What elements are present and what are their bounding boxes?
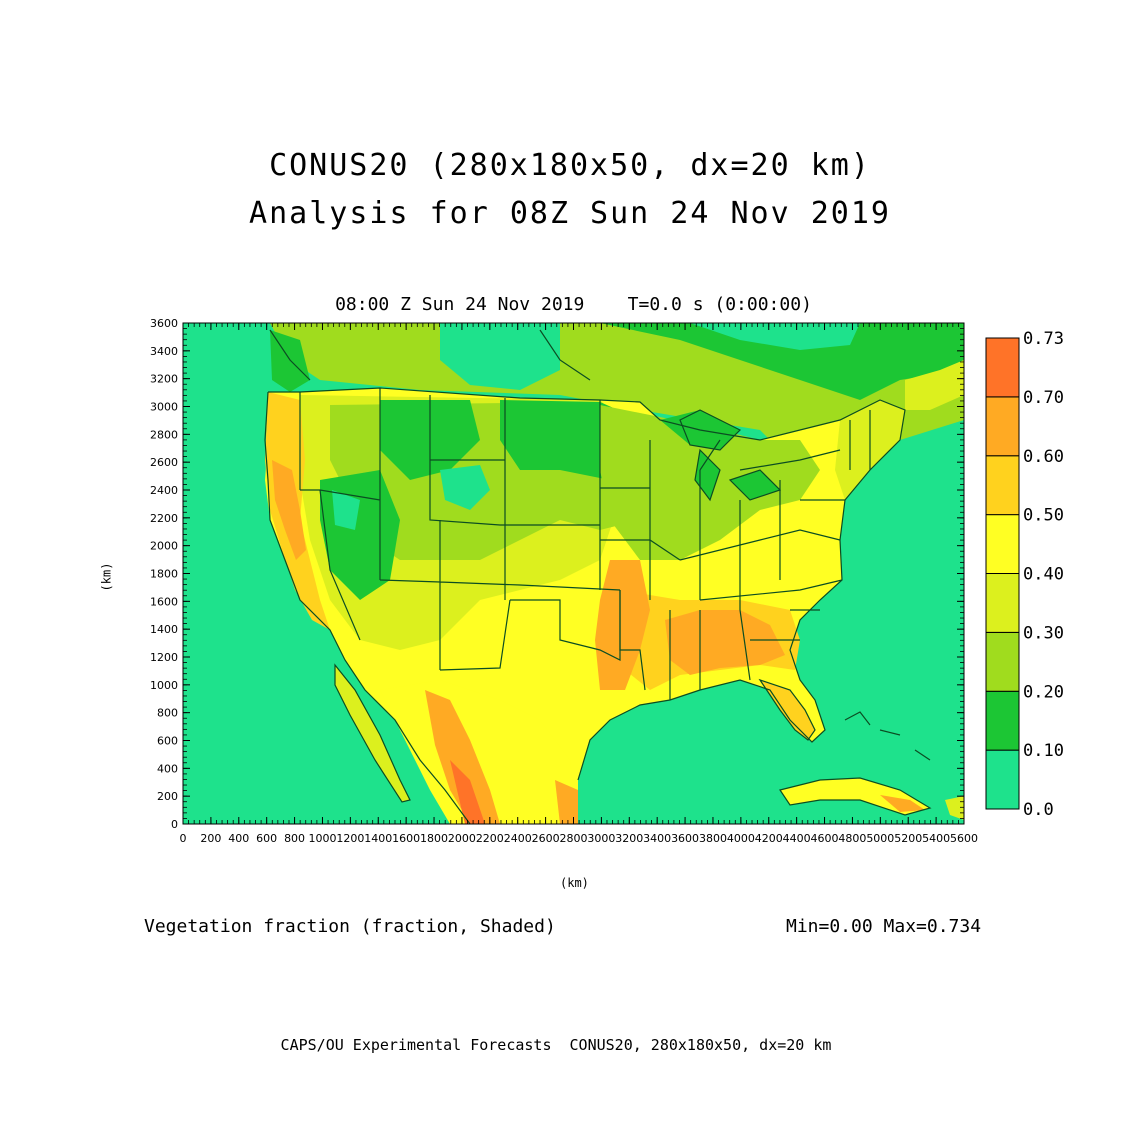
wyoming-teal [440, 465, 490, 510]
mexico-region [380, 680, 578, 824]
colorbar-swatch [985, 514, 1020, 574]
y-tick-label: 3000 [150, 401, 178, 414]
y-tick-label: 1000 [150, 679, 178, 692]
x-tick-label: 800 [284, 832, 305, 845]
colorbar-label: 0.50 [1023, 506, 1064, 526]
y-tick-label: 600 [157, 735, 178, 748]
state-boundaries [264, 387, 906, 824]
x-tick-label: 3800 [699, 832, 727, 845]
y-tick-label: 2600 [150, 456, 178, 469]
x-tick-label: 4200 [755, 832, 783, 845]
y-tick-label: 1600 [150, 595, 178, 608]
y-tick-label: 3400 [150, 345, 178, 358]
x-tick-label: 2000 [448, 832, 476, 845]
analysis-title: Analysis for 08Z Sun 24 Nov 2019 [249, 196, 891, 231]
mexico-east-orange [555, 780, 578, 824]
x-tick-label: 5600 [950, 832, 978, 845]
colorbar-label: 0.73 [1023, 329, 1064, 349]
x-axis-label: (km) [560, 876, 589, 890]
cuba [780, 778, 930, 815]
minor-ticks [182, 322, 965, 825]
colorbar-swatch [985, 455, 1020, 516]
colorbar-swatch [985, 573, 1020, 633]
colorbar: 0.0 0.10 0.20 0.30 0.40 0.50 0.60 0.70 0.73 [985, 329, 1064, 820]
canada-teal-east [690, 323, 860, 350]
y-tick-label: 1400 [150, 623, 178, 636]
x-tick-label: 0 [180, 832, 187, 845]
x-tick-label: 2400 [504, 832, 532, 845]
y-tick-label: 2200 [150, 512, 178, 525]
y-tick-label: 3200 [150, 373, 178, 386]
cuba-orange [880, 795, 925, 812]
nevada-teal [332, 490, 360, 530]
x-tick-label: 4800 [838, 832, 866, 845]
x-tick-label: 3600 [671, 832, 699, 845]
mexico-sierra-orange [425, 690, 500, 824]
x-tick-label: 5000 [866, 832, 894, 845]
x-tick-label: 3000 [587, 832, 615, 845]
colorbar-label: 0.0 [1023, 800, 1054, 820]
y-tick-label: 1200 [150, 651, 178, 664]
x-tick-label: 1000 [308, 832, 336, 845]
y-tick-label: 3600 [150, 317, 178, 330]
california-orange [272, 460, 306, 560]
main-title: CONUS20 (280x180x50, dx=20 km) [269, 148, 871, 183]
canada-dark-region [600, 323, 964, 400]
y-tick-label: 2800 [150, 428, 178, 441]
x-tick-label: 4400 [783, 832, 811, 845]
x-tick-label: 4000 [727, 832, 755, 845]
colorbar-swatch [985, 631, 1020, 692]
colorbar-label: 0.10 [1023, 741, 1064, 761]
min-max-label: Min=0.00 Max=0.734 [786, 916, 982, 937]
footer-credit: CAPS/OU Experimental Forecasts CONUS20, … [280, 1036, 832, 1054]
x-tick-label: 2800 [560, 832, 588, 845]
hispaniola [945, 796, 964, 820]
x-tick-label: 4600 [811, 832, 839, 845]
mexico-sierra-red [450, 760, 485, 824]
x-tick-label: 200 [200, 832, 221, 845]
lakes-water [660, 410, 780, 500]
map-field [183, 323, 964, 824]
x-tick-label: 5400 [922, 832, 950, 845]
x-tick-label: 1200 [336, 832, 364, 845]
y-tick-label: 800 [157, 707, 178, 720]
x-tick-label: 2200 [476, 832, 504, 845]
x-tick-label: 2600 [532, 832, 560, 845]
x-tick-label: 5200 [894, 832, 922, 845]
y-tick-label: 2000 [150, 540, 178, 553]
x-tick-label: 400 [228, 832, 249, 845]
variable-label: Vegetation fraction (fraction, Shaded) [144, 916, 556, 937]
valid-time-subtitle: 08:00 Z Sun 24 Nov 2019 T=0.0 s (0:00:00… [335, 294, 812, 315]
colorbar-label: 0.20 [1023, 682, 1064, 702]
colorbar-label: 0.60 [1023, 447, 1064, 467]
y-tick-label: 0 [171, 818, 178, 831]
x-tick-label: 600 [256, 832, 277, 845]
nova-scotia [905, 360, 964, 410]
texas-orange [595, 560, 650, 690]
x-tick-label: 1400 [364, 832, 392, 845]
colorbar-label: 0.40 [1023, 565, 1064, 585]
y-axis: 0 200 400 600 800 1000 1200 1400 1600 1800 2000 220… [150, 317, 964, 831]
x-tick-label: 3400 [643, 832, 671, 845]
x-tick-label: 3200 [615, 832, 643, 845]
baja-california [335, 665, 410, 802]
colorbar-label: 0.70 [1023, 388, 1064, 408]
y-tick-label: 400 [157, 762, 178, 775]
colorbar-swatch [985, 749, 1020, 810]
colorbar-swatch [985, 690, 1020, 751]
x-tick-label: 1800 [420, 832, 448, 845]
colorbar-swatch [985, 337, 1020, 398]
coastlines [269, 329, 932, 816]
y-tick-label: 2400 [150, 484, 178, 497]
southeast-orange [665, 610, 785, 675]
colorbar-swatch [985, 396, 1020, 457]
colorbar-label: 0.30 [1023, 623, 1064, 643]
y-tick-label: 200 [157, 790, 178, 803]
x-tick-label: 1600 [392, 832, 420, 845]
y-tick-label: 1800 [150, 568, 178, 581]
canada-teal-patch [440, 323, 560, 390]
